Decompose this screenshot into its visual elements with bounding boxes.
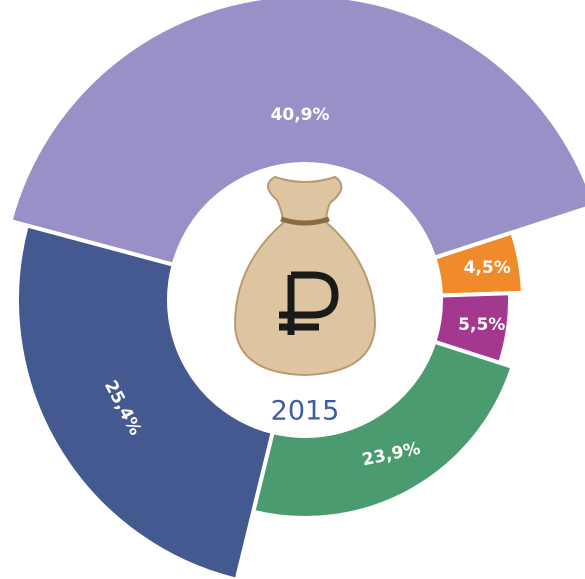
money-bag-icon [233, 175, 377, 377]
donut: 40,9%4,5%5,5%23,9%25,4% [7, 0, 585, 579]
slice-label: 5,5% [458, 315, 505, 335]
donut-slice [7, 0, 585, 268]
donut-slice [250, 339, 515, 520]
slice-label: 40,9% [271, 105, 330, 125]
donut-slice [15, 223, 276, 579]
slice-label: 4,5% [464, 258, 511, 278]
year-label: 2015 [271, 396, 340, 427]
